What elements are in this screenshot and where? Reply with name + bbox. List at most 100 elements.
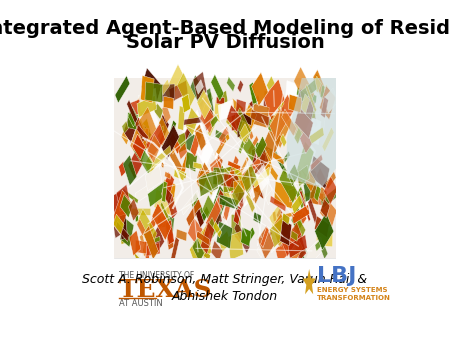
Polygon shape — [282, 109, 297, 136]
Polygon shape — [301, 94, 310, 114]
Polygon shape — [196, 162, 210, 192]
Polygon shape — [234, 179, 245, 194]
Polygon shape — [249, 95, 260, 110]
Polygon shape — [137, 128, 148, 149]
Polygon shape — [196, 209, 204, 228]
Polygon shape — [284, 210, 302, 218]
Polygon shape — [231, 98, 243, 115]
Polygon shape — [210, 156, 224, 186]
Polygon shape — [248, 136, 259, 155]
Polygon shape — [122, 189, 138, 203]
Polygon shape — [212, 187, 221, 206]
Polygon shape — [166, 215, 175, 233]
Polygon shape — [246, 192, 255, 213]
Text: ENERGY SYSTEMS: ENERGY SYSTEMS — [317, 287, 387, 293]
Polygon shape — [274, 150, 287, 175]
Polygon shape — [119, 161, 126, 177]
Polygon shape — [310, 108, 325, 131]
Polygon shape — [238, 137, 246, 154]
Polygon shape — [136, 87, 152, 117]
Polygon shape — [147, 134, 161, 163]
Polygon shape — [253, 167, 270, 188]
Polygon shape — [121, 131, 129, 145]
Polygon shape — [234, 228, 244, 246]
Polygon shape — [178, 143, 187, 160]
Polygon shape — [177, 73, 195, 110]
Polygon shape — [252, 149, 256, 169]
Polygon shape — [228, 168, 243, 194]
Polygon shape — [121, 235, 130, 244]
Polygon shape — [227, 105, 241, 132]
Polygon shape — [311, 111, 315, 118]
Polygon shape — [123, 113, 138, 143]
Polygon shape — [310, 156, 330, 189]
Polygon shape — [216, 154, 223, 169]
Polygon shape — [207, 88, 214, 113]
Polygon shape — [127, 100, 138, 124]
Polygon shape — [190, 75, 207, 108]
Polygon shape — [147, 106, 161, 138]
Polygon shape — [270, 107, 287, 141]
Polygon shape — [219, 126, 230, 146]
Polygon shape — [211, 241, 223, 262]
Polygon shape — [293, 233, 306, 261]
Polygon shape — [195, 130, 207, 157]
Polygon shape — [295, 240, 308, 263]
Polygon shape — [279, 168, 298, 203]
Text: TRANSFORMATION: TRANSFORMATION — [317, 295, 391, 301]
Polygon shape — [288, 94, 302, 113]
Polygon shape — [313, 70, 328, 101]
Polygon shape — [146, 124, 165, 159]
Polygon shape — [239, 104, 256, 142]
Polygon shape — [300, 212, 306, 224]
Polygon shape — [253, 179, 258, 188]
Polygon shape — [264, 79, 285, 118]
Polygon shape — [180, 152, 190, 177]
Bar — [113, 258, 337, 338]
Polygon shape — [310, 184, 319, 205]
Polygon shape — [303, 162, 315, 170]
Polygon shape — [169, 148, 182, 174]
Polygon shape — [162, 125, 179, 160]
Polygon shape — [315, 216, 329, 238]
Polygon shape — [255, 151, 266, 177]
Polygon shape — [148, 121, 163, 150]
Polygon shape — [154, 189, 176, 217]
Polygon shape — [291, 207, 305, 234]
Polygon shape — [146, 243, 160, 256]
Polygon shape — [248, 126, 254, 140]
Polygon shape — [137, 95, 157, 118]
Polygon shape — [200, 104, 216, 134]
Polygon shape — [272, 151, 284, 165]
Polygon shape — [236, 118, 249, 138]
Polygon shape — [238, 111, 252, 126]
Polygon shape — [321, 245, 328, 259]
Polygon shape — [122, 121, 129, 134]
Polygon shape — [286, 81, 302, 102]
Polygon shape — [177, 132, 187, 153]
Polygon shape — [130, 123, 142, 151]
Polygon shape — [145, 82, 163, 103]
Polygon shape — [128, 107, 138, 127]
Polygon shape — [128, 198, 139, 221]
Polygon shape — [220, 173, 238, 188]
Polygon shape — [145, 166, 162, 191]
Polygon shape — [162, 172, 174, 201]
Polygon shape — [310, 93, 321, 115]
Polygon shape — [127, 113, 138, 130]
Polygon shape — [186, 199, 202, 227]
Polygon shape — [196, 80, 203, 94]
Polygon shape — [226, 103, 248, 141]
Polygon shape — [178, 106, 185, 130]
Polygon shape — [252, 180, 260, 193]
Polygon shape — [148, 182, 167, 207]
Polygon shape — [261, 227, 269, 248]
Polygon shape — [216, 91, 228, 107]
Polygon shape — [306, 197, 309, 220]
Polygon shape — [130, 239, 142, 265]
Polygon shape — [319, 186, 327, 203]
Polygon shape — [304, 237, 324, 267]
Polygon shape — [146, 236, 160, 246]
Polygon shape — [196, 231, 210, 245]
Polygon shape — [234, 167, 256, 209]
